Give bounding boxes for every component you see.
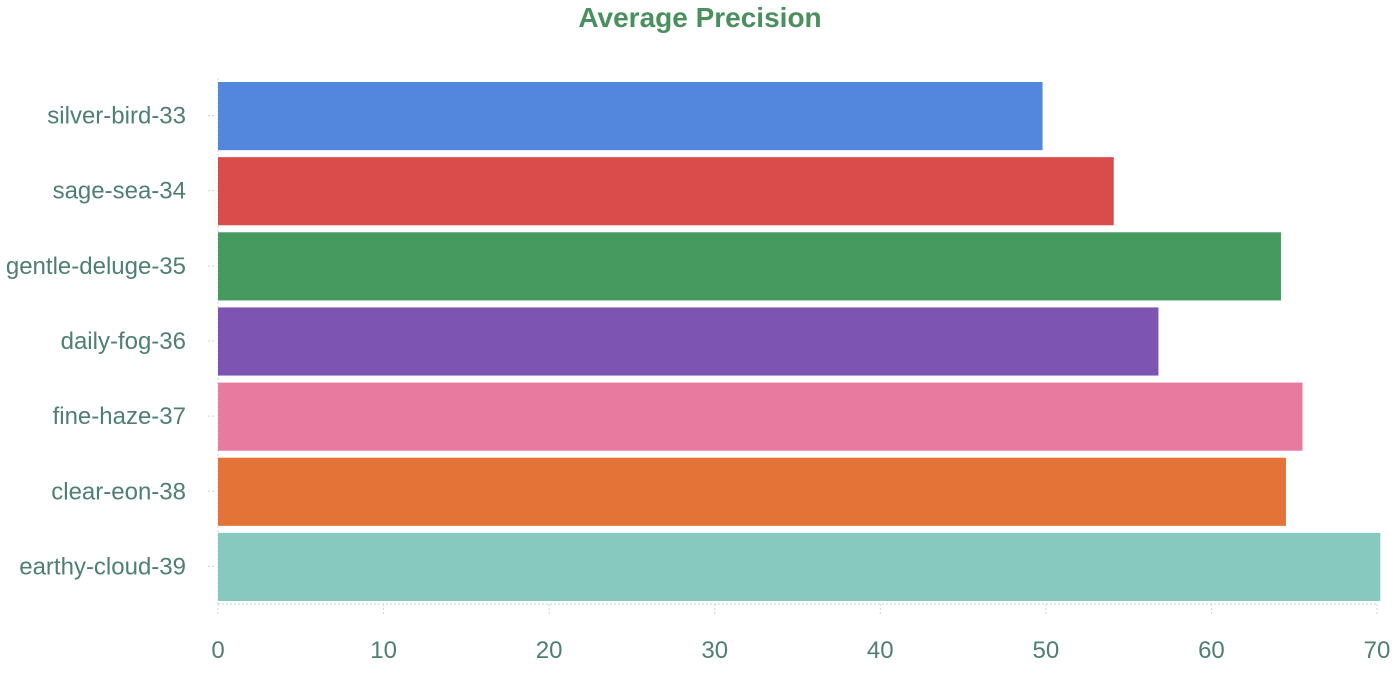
bar-gentle-deluge-35[interactable]	[218, 232, 1281, 301]
y-tick-label: earthy-cloud-39	[19, 553, 186, 580]
y-tick-label: silver-bird-33	[47, 103, 186, 130]
x-tick-label: 20	[536, 637, 563, 664]
x-labels-group: 0 10 20 30 40 50 60 70	[211, 637, 1390, 664]
y-labels-group: silver-bird-33 sage-sea-34 gentle-deluge-3…	[6, 103, 186, 581]
chart-title: Average Precision	[578, 2, 821, 33]
x-tick-label: 70	[1364, 637, 1391, 664]
bar-clear-eon-38[interactable]	[218, 457, 1286, 526]
x-tick-label: 50	[1033, 637, 1060, 664]
bar-silver-bird-33[interactable]	[218, 82, 1043, 151]
y-axis	[208, 78, 219, 604]
y-tick-label: fine-haze-37	[53, 403, 186, 430]
bar-earthy-cloud-39[interactable]	[218, 532, 1381, 601]
x-tick-label: 0	[211, 637, 224, 664]
x-axis	[217, 603, 1378, 614]
x-tick-label: 10	[370, 637, 397, 664]
bar-fine-haze-37[interactable]	[218, 382, 1303, 451]
x-tick-label: 30	[701, 637, 728, 664]
bar-daily-fog-36[interactable]	[218, 307, 1159, 376]
y-tick-label: gentle-deluge-35	[6, 253, 186, 280]
bars-group	[218, 82, 1381, 601]
x-tick-label: 40	[867, 637, 894, 664]
y-tick-label: sage-sea-34	[53, 178, 186, 205]
y-tick-label: daily-fog-36	[61, 328, 186, 355]
x-tick-label: 60	[1198, 637, 1225, 664]
y-tick-label: clear-eon-38	[51, 478, 186, 505]
bar-sage-sea-34[interactable]	[218, 157, 1114, 226]
